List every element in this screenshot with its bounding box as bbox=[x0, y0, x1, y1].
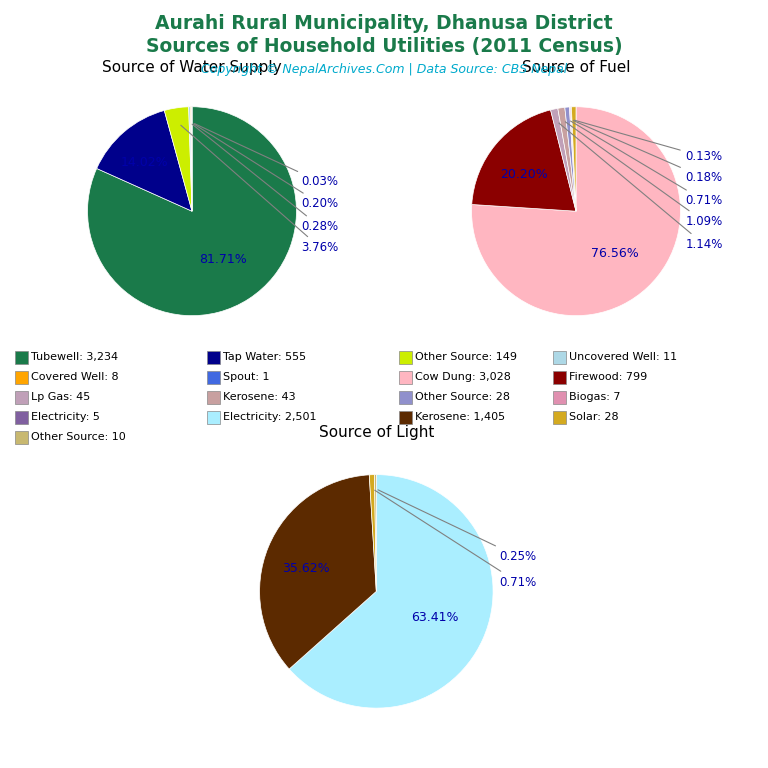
Wedge shape bbox=[88, 107, 296, 316]
Wedge shape bbox=[260, 475, 376, 669]
Text: Spout: 1: Spout: 1 bbox=[223, 372, 270, 382]
Text: Other Source: 10: Other Source: 10 bbox=[31, 432, 126, 442]
Wedge shape bbox=[564, 107, 576, 211]
Text: 35.62%: 35.62% bbox=[283, 562, 330, 575]
Wedge shape bbox=[375, 475, 376, 591]
Text: 76.56%: 76.56% bbox=[591, 247, 639, 260]
Text: Sources of Household Utilities (2011 Census): Sources of Household Utilities (2011 Cen… bbox=[146, 37, 622, 56]
Text: Copyright © NepalArchives.Com | Data Source: CBS Nepal: Copyright © NepalArchives.Com | Data Sou… bbox=[201, 63, 567, 76]
Text: Electricity: 5: Electricity: 5 bbox=[31, 412, 101, 422]
Title: Source of Water Supply: Source of Water Supply bbox=[102, 61, 282, 75]
Title: Source of Fuel: Source of Fuel bbox=[521, 61, 631, 75]
Text: Other Source: 28: Other Source: 28 bbox=[415, 392, 511, 402]
Wedge shape bbox=[472, 110, 576, 211]
Text: Cow Dung: 3,028: Cow Dung: 3,028 bbox=[415, 372, 511, 382]
Text: 0.18%: 0.18% bbox=[573, 121, 723, 184]
Text: 0.03%: 0.03% bbox=[194, 124, 339, 188]
Text: Solar: 28: Solar: 28 bbox=[569, 412, 619, 422]
Text: Biogas: 7: Biogas: 7 bbox=[569, 392, 621, 402]
Text: 14.02%: 14.02% bbox=[121, 156, 168, 169]
Text: Other Source: 149: Other Source: 149 bbox=[415, 352, 518, 362]
Text: Covered Well: 8: Covered Well: 8 bbox=[31, 372, 119, 382]
Text: 81.71%: 81.71% bbox=[200, 253, 247, 266]
Wedge shape bbox=[558, 108, 576, 211]
Wedge shape bbox=[369, 475, 376, 591]
Text: 0.20%: 0.20% bbox=[194, 124, 339, 210]
Text: 1.09%: 1.09% bbox=[565, 122, 723, 228]
Text: Aurahi Rural Municipality, Dhanusa District: Aurahi Rural Municipality, Dhanusa Distr… bbox=[155, 14, 613, 33]
Text: Uncovered Well: 11: Uncovered Well: 11 bbox=[569, 352, 677, 362]
Text: Tubewell: 3,234: Tubewell: 3,234 bbox=[31, 352, 118, 362]
Wedge shape bbox=[190, 107, 192, 211]
Wedge shape bbox=[472, 107, 680, 316]
Wedge shape bbox=[97, 111, 192, 211]
Text: 1.14%: 1.14% bbox=[559, 123, 723, 251]
Text: 0.13%: 0.13% bbox=[574, 120, 723, 164]
Text: 0.28%: 0.28% bbox=[192, 124, 339, 233]
Wedge shape bbox=[290, 475, 493, 708]
Text: 0.25%: 0.25% bbox=[378, 490, 536, 563]
Wedge shape bbox=[551, 108, 576, 211]
Text: Kerosene: 43: Kerosene: 43 bbox=[223, 392, 296, 402]
Text: 20.20%: 20.20% bbox=[500, 167, 548, 180]
Wedge shape bbox=[569, 107, 576, 211]
Title: Source of Light: Source of Light bbox=[319, 425, 434, 440]
Wedge shape bbox=[164, 107, 192, 211]
Text: Firewood: 799: Firewood: 799 bbox=[569, 372, 647, 382]
Text: Kerosene: 1,405: Kerosene: 1,405 bbox=[415, 412, 505, 422]
Wedge shape bbox=[571, 107, 576, 211]
Wedge shape bbox=[189, 107, 192, 211]
Wedge shape bbox=[571, 107, 576, 211]
Text: 0.71%: 0.71% bbox=[571, 121, 723, 207]
Text: 0.71%: 0.71% bbox=[375, 490, 536, 588]
Text: 63.41%: 63.41% bbox=[411, 611, 458, 624]
Text: Tap Water: 555: Tap Water: 555 bbox=[223, 352, 306, 362]
Text: Electricity: 2,501: Electricity: 2,501 bbox=[223, 412, 317, 422]
Text: 3.76%: 3.76% bbox=[180, 125, 339, 254]
Text: Lp Gas: 45: Lp Gas: 45 bbox=[31, 392, 91, 402]
